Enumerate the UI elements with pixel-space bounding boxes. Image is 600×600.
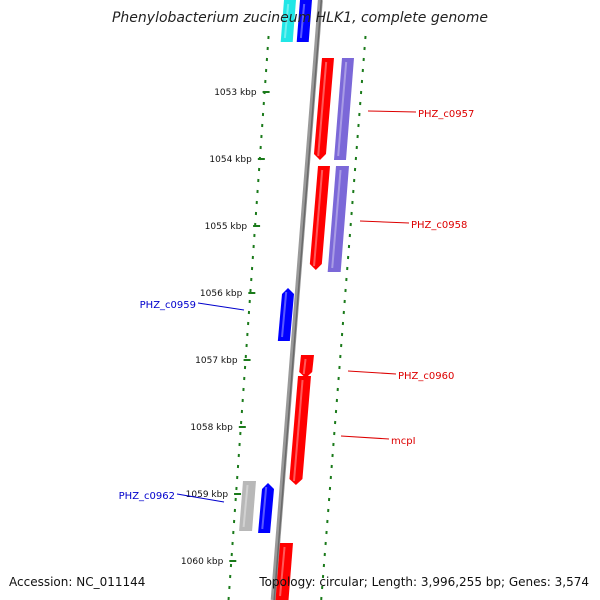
map-title: Phenylobacterium zucineum HLK1, complete… <box>111 10 489 26</box>
genome-summary-text: Topology: circular; Length: 3,996,255 bp… <box>259 575 589 589</box>
tick-label: 1060 kbp <box>181 557 224 567</box>
gene-features <box>239 0 354 600</box>
forward-gene-shine <box>299 3 306 39</box>
genome-axis <box>270 0 323 600</box>
gene-label-leader <box>340 435 390 440</box>
axis-line <box>270 0 323 600</box>
rna-gene <box>327 166 349 272</box>
forward-gene <box>296 0 312 42</box>
forward-gene-shine <box>261 486 268 530</box>
reverse-gene <box>313 58 334 160</box>
gene-label-leader <box>359 220 410 224</box>
tick-label: 1057 kbp <box>195 356 238 366</box>
tick-label: 1059 kbp <box>186 490 229 500</box>
reverse-gene-shine <box>279 546 286 597</box>
forward-gene <box>258 483 274 533</box>
pseudo-gene-shine <box>242 484 249 528</box>
gene-label: PHZ_c0962 <box>119 491 175 502</box>
gene-label: PHZ_c0957 <box>418 109 474 120</box>
forward-gene-shine <box>281 291 288 338</box>
reverse-gene-shine <box>292 379 304 482</box>
gene-label: PHZ_c0959 <box>140 300 196 311</box>
gene-label-leader <box>176 493 225 503</box>
reverse-gene <box>289 376 311 485</box>
rna-gene-shine <box>337 61 348 157</box>
gene-label: PHZ_c0960 <box>398 371 454 382</box>
gene-label-leader <box>347 370 397 375</box>
pseudo-gene <box>239 481 256 531</box>
reverse-gene-shine <box>302 358 307 375</box>
reverse-gene <box>275 543 293 600</box>
position-ticks: 1053 kbp 1054 kbp 1055 kbp 1056 kbp 1057 kbp… <box>181 88 270 567</box>
axis-line-shade <box>273 0 323 600</box>
gene-label-leader <box>197 302 245 311</box>
cyan-gene-shine <box>283 3 290 39</box>
accession-text: Accession: NC_011144 <box>9 575 146 589</box>
reverse-gene <box>299 355 314 378</box>
gene-label: PHZ_c0958 <box>411 220 467 231</box>
tick-label: 1055 kbp <box>205 222 248 232</box>
reverse-gene-shine <box>317 61 328 157</box>
tick-label: 1058 kbp <box>190 423 233 433</box>
tick-label: 1056 kbp <box>200 289 243 299</box>
reverse-gene <box>309 166 330 270</box>
rna-gene <box>333 58 354 160</box>
gene-labels: PHZ_c0957 PHZ_c0958 PHZ_c0959 PHZ_c0960 mcpI… <box>119 109 474 503</box>
reverse-gene-shine <box>313 169 324 267</box>
tick-label: 1054 kbp <box>209 155 252 165</box>
gene-label: mcpI <box>391 436 416 447</box>
forward-gene <box>277 288 294 341</box>
cyan-gene <box>280 0 296 42</box>
gene-label-leader <box>367 110 417 113</box>
tick-label: 1053 kbp <box>214 88 257 98</box>
rna-gene-shine <box>331 169 342 269</box>
